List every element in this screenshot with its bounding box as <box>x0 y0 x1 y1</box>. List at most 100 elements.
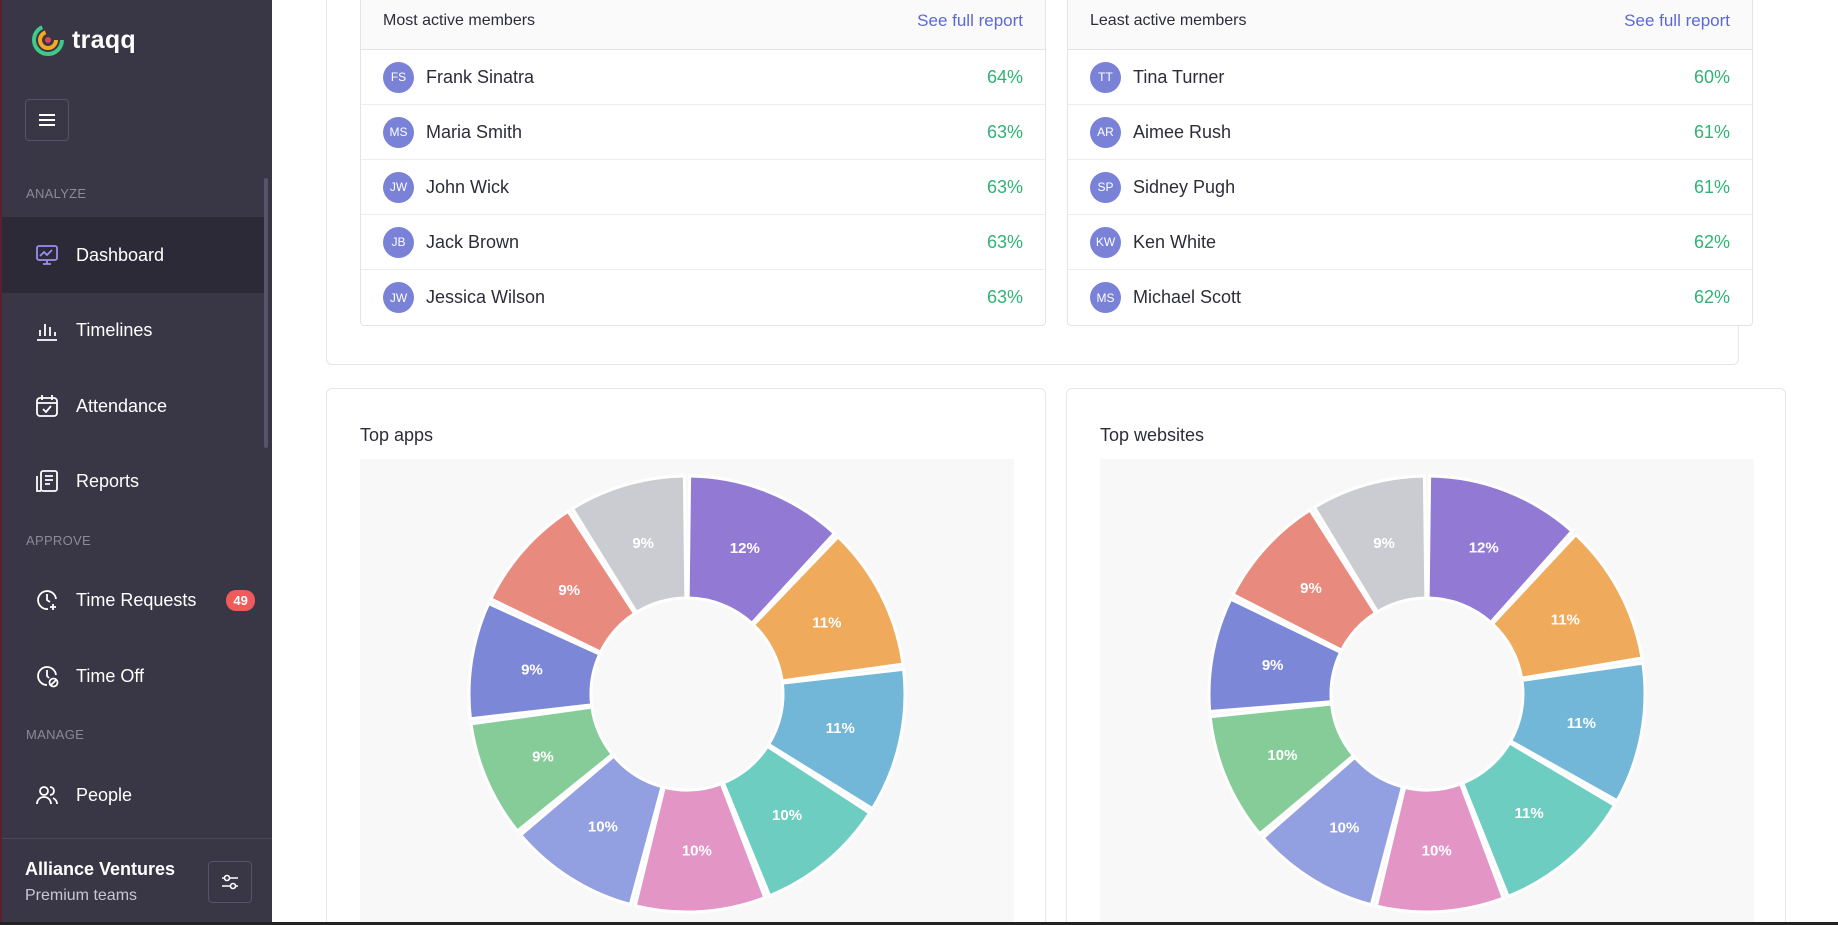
sidebar-item-reports[interactable]: Reports <box>2 443 266 519</box>
pie-slice[interactable] <box>1426 474 1575 625</box>
bar-chart-icon <box>34 317 60 343</box>
least-active-header: Least active members See full report <box>1068 0 1752 50</box>
top-apps-chart: 12% 11% 11% 10% 10% 10% 9% 9% 9% 9% <box>360 459 1014 925</box>
pie-slice[interactable] <box>1374 781 1506 914</box>
slice-label: 10% <box>1267 747 1297 764</box>
pie-slice[interactable] <box>467 601 602 721</box>
pie-slice[interactable] <box>1490 532 1644 680</box>
account-panel: Alliance Ventures Premium teams <box>2 838 272 925</box>
section-analyze: ANALYZE <box>26 186 87 201</box>
see-full-report-link[interactable]: See full report <box>1624 10 1730 30</box>
pie-slice[interactable] <box>518 753 664 907</box>
pie-slice[interactable] <box>766 667 907 811</box>
sidebar-item-time-requests[interactable]: Time Requests 49 <box>2 562 266 638</box>
calendar-check-icon <box>34 393 60 419</box>
pie-slice[interactable] <box>721 744 872 898</box>
top-websites-chart: 12% 11% 11% 11% 10% 10% 10% 9% 9% 9% <box>1100 459 1754 925</box>
member-activity-percent: 63% <box>986 121 1023 142</box>
member-activity-percent: 63% <box>986 231 1023 252</box>
member-activity-percent: 63% <box>986 176 1023 197</box>
pie-slice[interactable] <box>686 474 837 626</box>
member-name: Jack Brown <box>426 231 520 252</box>
sidebar-item-label: Time Off <box>76 665 145 686</box>
sliders-icon <box>222 874 238 890</box>
slice-label: 9% <box>1262 657 1284 674</box>
pie-slice[interactable] <box>1460 740 1617 899</box>
sidebar-item-dashboard[interactable]: Dashboard <box>2 217 266 293</box>
member-activity-percent: 62% <box>1693 287 1730 307</box>
member-row[interactable]: MS Michael Scott 62% <box>1068 270 1752 325</box>
sidebar-item-attendance[interactable]: Attendance <box>2 368 266 444</box>
see-full-report-link[interactable]: See full report <box>917 10 1023 30</box>
member-row[interactable]: AR Aimee Rush 61% <box>1068 105 1752 160</box>
sidebar-item-people[interactable]: People <box>2 757 266 833</box>
chart-title: Top websites <box>1100 425 1205 445</box>
slice-label: 10% <box>1422 843 1452 860</box>
member-name: John Wick <box>426 176 510 197</box>
top-apps-card: Top apps 12% 11% 11% 10% 10% 10% 9% 9% 9% 9% <box>326 388 1046 925</box>
sidebar-item-time-off[interactable]: Time Off <box>2 638 266 714</box>
avatar: JB <box>383 226 414 258</box>
member-row[interactable]: KW Ken White 62% <box>1068 215 1752 270</box>
account-settings-button[interactable] <box>208 861 252 903</box>
pie-slice[interactable] <box>751 534 905 683</box>
member-name: Ken White <box>1133 231 1217 252</box>
pie-slice[interactable] <box>469 705 615 834</box>
slice-label: 11% <box>1515 805 1544 822</box>
sidebar-item-label: People <box>76 784 133 805</box>
panel-title: Most active members <box>383 11 536 29</box>
member-name: Maria Smith <box>426 121 523 142</box>
pie-slice[interactable] <box>1231 507 1378 653</box>
members-card: Most active members See full report FS Fr… <box>326 0 1753 365</box>
avatar: SP <box>1090 171 1121 203</box>
member-activity-percent: 61% <box>1693 176 1730 197</box>
sidebar-item-timelines[interactable]: Timelines <box>2 292 266 368</box>
sidebar-item-label: Time Requests <box>76 589 197 610</box>
slice-label: 10% <box>682 843 712 860</box>
avatar: JW <box>383 171 414 203</box>
member-row[interactable]: JW John Wick 63% <box>361 160 1045 215</box>
pie-slice[interactable] <box>488 509 637 655</box>
member-row[interactable]: JW Jessica Wilson 63% <box>361 270 1045 325</box>
traqq-logo-icon <box>32 24 64 56</box>
pie-slice[interactable] <box>570 474 688 615</box>
member-row[interactable]: SP Sidney Pugh 61% <box>1068 160 1752 215</box>
slice-label: 9% <box>1300 580 1322 597</box>
slice-label: 11% <box>826 720 855 737</box>
slice-label: 9% <box>521 661 543 678</box>
avatar: FS <box>383 61 414 93</box>
pie-slice[interactable] <box>1208 702 1356 836</box>
least-active-panel: Least active members See full report TT T… <box>1067 0 1753 326</box>
sidebar-scrollbar[interactable] <box>264 178 268 448</box>
people-icon <box>34 782 60 808</box>
member-name: Sidney Pugh <box>1133 176 1236 197</box>
pie-slice[interactable] <box>1207 597 1343 714</box>
slice-label: 10% <box>1329 819 1359 836</box>
member-activity-percent: 61% <box>1693 121 1730 142</box>
member-row[interactable]: TT Tina Turner 60% <box>1068 50 1752 105</box>
avatar: AR <box>1090 116 1121 148</box>
slice-label: 10% <box>772 807 802 824</box>
slice-label: 9% <box>632 535 654 552</box>
slice-label: 9% <box>558 582 580 599</box>
pie-slice[interactable] <box>1261 755 1405 907</box>
pie-slice[interactable] <box>1508 661 1647 803</box>
member-name: Tina Turner <box>1133 66 1225 87</box>
member-row[interactable]: FS Frank Sinatra 64% <box>361 50 1045 105</box>
most-active-header: Most active members See full report <box>361 0 1045 50</box>
pie-slice[interactable] <box>1312 474 1428 614</box>
slice-label: 9% <box>1373 535 1395 552</box>
menu-toggle-button[interactable] <box>25 99 69 141</box>
slice-label: 11% <box>1551 612 1580 629</box>
pie-slice[interactable] <box>633 781 767 914</box>
top-apps-donut: 12% 11% 11% 10% 10% 10% 9% 9% 9% 9% <box>467 474 907 914</box>
account-name: Alliance Ventures <box>25 859 176 879</box>
logo[interactable]: traqq <box>30 22 136 58</box>
member-row[interactable]: MS Maria Smith 63% <box>361 105 1045 160</box>
slice-label: 11% <box>1567 715 1596 732</box>
most-active-panel: Most active members See full report FS Fr… <box>360 0 1046 326</box>
member-name: Aimee Rush <box>1133 121 1232 142</box>
member-activity-percent: 60% <box>1693 66 1730 87</box>
member-activity-percent: 63% <box>986 287 1023 307</box>
member-row[interactable]: JB Jack Brown 63% <box>361 215 1045 270</box>
